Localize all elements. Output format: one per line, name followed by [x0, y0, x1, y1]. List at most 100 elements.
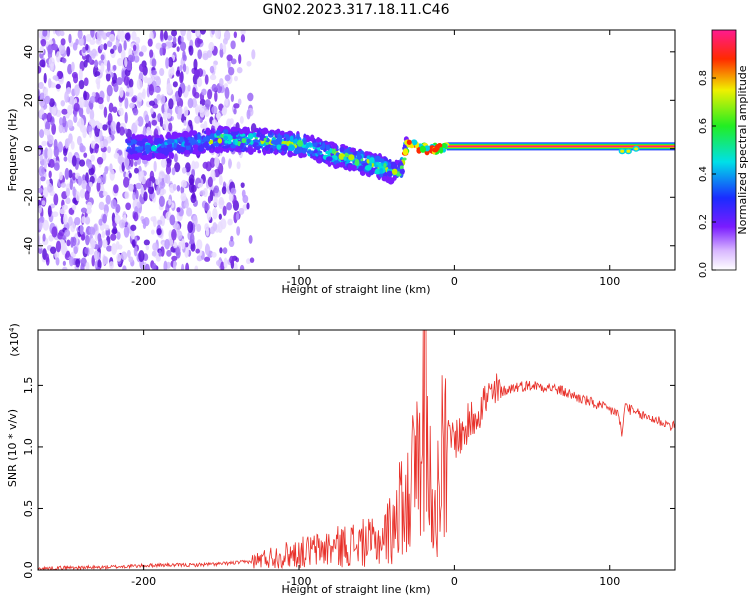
spectrogram-noise-cell — [98, 201, 105, 211]
spectrogram-band-cell — [239, 129, 244, 135]
spectrogram-band-cell — [297, 146, 303, 154]
spectrogram-noise-cell — [38, 81, 44, 90]
spectrogram-band-cell — [308, 151, 313, 155]
spectrogram-noise-cell — [106, 84, 113, 97]
spectrogram-noise-cell — [65, 197, 71, 205]
spectrogram-noise-cell — [38, 148, 41, 156]
spectrogram-noise-cell — [72, 197, 78, 204]
spectrogram-noise-cell — [141, 218, 146, 225]
spectrogram-noise-cell — [147, 38, 153, 47]
spectrogram-noise-cell — [80, 233, 86, 241]
spectrogram-noise-cell — [60, 239, 66, 251]
spectrogram-noise-cell — [208, 41, 215, 52]
spectrogram-noise-cell — [217, 221, 223, 234]
spectrogram-noise-cell — [58, 171, 63, 181]
spectrogram-noise-cell — [52, 43, 59, 51]
spectrogram-band-cell — [383, 163, 387, 168]
spectrogram-noise-cell — [96, 180, 101, 192]
spectrogram-band-cell — [221, 145, 229, 149]
spectrogram-noise-cell — [130, 224, 137, 231]
spectrogram-noise-cell — [129, 87, 134, 97]
spectrogram-noise-cell — [102, 191, 108, 197]
spectrogram-noise-cell — [86, 106, 91, 115]
spectrogram-noise-cell — [132, 191, 136, 201]
spectrogram-band-cell — [302, 149, 307, 154]
spectrogram-band-cell — [347, 164, 353, 172]
spectrogram-band-cell — [243, 147, 249, 152]
spectrogram-noise-cell — [78, 68, 83, 81]
spectrogram-noise-cell — [40, 38, 47, 47]
spectrogram-band-cell — [269, 147, 274, 154]
spectrogram-noise-cell — [152, 242, 158, 251]
snr-series-line — [38, 330, 675, 570]
spectrogram-band-cell — [387, 162, 392, 168]
spectrogram-noise-cell — [133, 245, 138, 257]
spectrogram-noise-cell — [156, 228, 162, 236]
spectrogram-noise-cell — [237, 98, 242, 106]
spectrogram-noise-cell — [120, 49, 126, 61]
spectrogram-noise-cell — [230, 187, 237, 195]
spectrogram-noise-cell — [221, 186, 227, 195]
spectrogram-noise-cell — [103, 256, 109, 265]
snr-x-label: Height of straight line (km) — [281, 583, 430, 596]
spectrogram-band-cell — [187, 136, 192, 141]
spectrogram-noise-cell — [197, 182, 203, 188]
spectrogram-noise-cell — [137, 92, 143, 102]
spectrogram-band-cell — [391, 168, 398, 175]
spectrogram-noise-cell — [136, 201, 142, 209]
spectrogram-noise-cell — [158, 195, 165, 207]
spectrogram-noise-cell — [48, 98, 55, 108]
spectrogram-noise-cell — [89, 109, 95, 121]
spectrogram-noise-cell — [147, 186, 155, 195]
spectrogram-notch-core — [634, 147, 639, 151]
spectrogram-noise-cell — [78, 96, 85, 109]
spectrogram-noise-cell — [155, 42, 162, 50]
spectrogram-noise-cell — [213, 185, 220, 194]
spectrogram-band-cell — [223, 135, 229, 141]
spectrogram-band-cell — [264, 144, 269, 151]
spectrogram-x-ticks: -200 -100 0 100 — [131, 30, 620, 288]
spectrogram-band-cell — [256, 129, 261, 137]
spectrogram-noise-cell — [108, 102, 114, 113]
spectrogram-band-cell — [321, 142, 326, 150]
spectrogram-noise-cell — [190, 242, 196, 252]
spectrogram-band-cell — [227, 134, 233, 142]
spectrogram-noise-cell — [224, 96, 229, 107]
spectrogram-x-tick-label: -100 — [287, 275, 312, 288]
spectrogram-band-cell — [141, 154, 148, 160]
spectrogram-noise-cell — [72, 172, 76, 181]
colorbar: 0.0 0.2 0.4 0.6 0.8 Normalized spectral ampl… — [698, 29, 749, 278]
spectrogram-band-cell — [303, 137, 307, 145]
spectrogram-carrier-knot — [419, 145, 426, 153]
spectrogram-noise-cell — [62, 235, 67, 241]
spectrogram-band-cell — [296, 140, 304, 147]
spectrogram-noise-cell — [123, 75, 130, 86]
spectrogram-noise-cell — [110, 233, 117, 241]
spectrogram-band-cell — [331, 147, 336, 154]
spectrogram-band-cell — [306, 142, 313, 147]
spectrogram-noise-cell — [88, 56, 93, 63]
spectrogram-noise-cell — [214, 30, 221, 39]
spectrogram-noise-cell — [89, 181, 93, 188]
spectrogram-noise-cell — [104, 224, 110, 231]
colorbar-tick-label: 0.6 — [698, 118, 709, 134]
spectrogram-noise-cell — [99, 43, 104, 50]
spectrogram-band-cell — [217, 138, 223, 144]
spectrogram-noise-cell — [160, 94, 166, 105]
spectrogram-noise-cell — [236, 161, 241, 170]
spectrogram-frame — [37, 29, 676, 271]
spectrogram-y-tick-label: 20 — [22, 93, 35, 107]
spectrogram-noise-cell — [85, 234, 90, 246]
spectrogram-noise-cell — [240, 30, 246, 36]
spectrogram-noise-cell — [177, 86, 183, 98]
spectrogram-noise-cell — [219, 247, 223, 254]
spectrogram-noise-cell — [91, 227, 96, 236]
snr-y-label: SNR (10 * v/v) — [6, 409, 19, 487]
spectrogram-band-cell — [263, 137, 267, 141]
spectrogram-noise-cell — [70, 140, 75, 150]
spectrogram-noise-cell — [177, 105, 183, 117]
spectrogram-noise-cell — [165, 57, 170, 69]
spectrogram-noise-cell — [74, 216, 81, 226]
spectrogram-noise-cell — [211, 83, 217, 92]
